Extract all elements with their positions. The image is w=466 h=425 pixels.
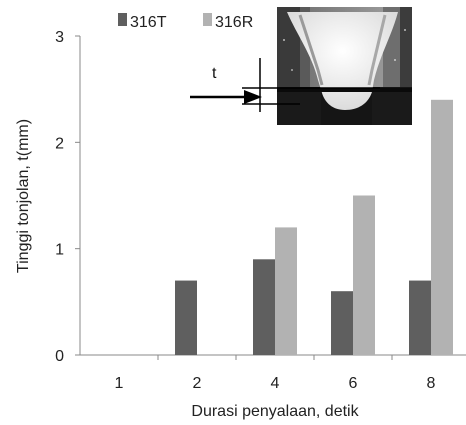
bar-316T-4: [253, 259, 275, 355]
y-ticks: 0 1 2 3: [55, 29, 80, 365]
y-tick-label: 1: [55, 242, 64, 259]
bar-316T-6: [331, 291, 353, 355]
x-tick-label: 2: [193, 375, 202, 392]
y-axis-title: Tinggi tonjolan, t(mm): [15, 119, 32, 273]
bar-316T-2: [175, 280, 197, 355]
x-axis-title: Durasi penyalaan, detik: [191, 403, 359, 420]
bar-316R-8: [431, 99, 453, 355]
legend-label-316T: 316T: [130, 14, 167, 31]
x-tick-label: 4: [271, 375, 280, 392]
legend-swatch-316R: [203, 13, 212, 26]
legend-label-316R: 316R: [215, 14, 253, 31]
y-tick-label: 0: [55, 348, 64, 365]
x-ticks: 1 2 4 6 8: [115, 355, 436, 392]
x-tick-label: 6: [349, 375, 358, 392]
x-tick-label: 1: [115, 375, 124, 392]
bar-316R-6: [353, 195, 375, 355]
legend: 316T 316R: [118, 13, 253, 31]
bar-316T-8: [409, 280, 431, 355]
y-tick-label: 2: [55, 135, 64, 152]
bars: [175, 99, 453, 355]
weld-cross-section-photo: t: [190, 7, 412, 125]
bar-316R-4: [275, 227, 297, 355]
inset-label-t: t: [212, 65, 217, 82]
y-tick-label: 3: [55, 29, 64, 46]
x-tick-label: 8: [427, 375, 436, 392]
legend-swatch-316T: [118, 13, 127, 26]
